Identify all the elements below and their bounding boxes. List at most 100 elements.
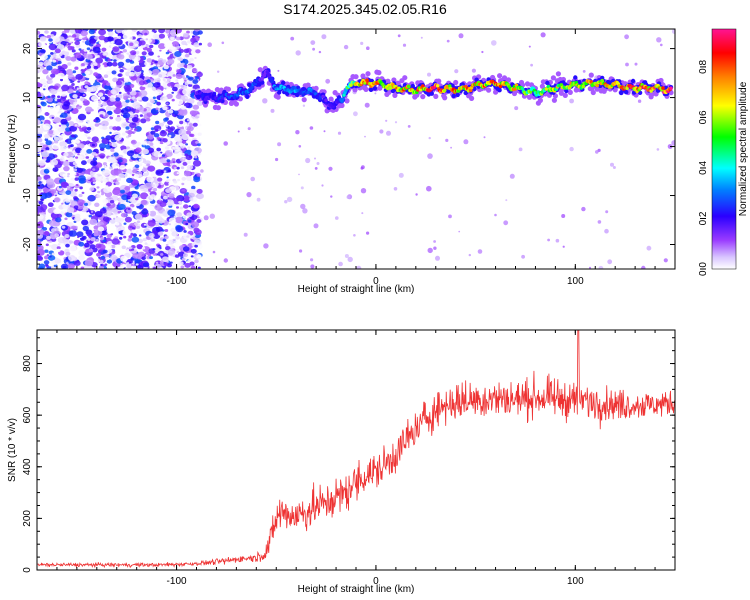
noise-speck <box>48 220 57 227</box>
ridge-point <box>497 73 503 79</box>
noise-speck <box>63 165 70 172</box>
noise-speck <box>194 155 198 159</box>
ridge-point <box>365 78 369 82</box>
noise-speck <box>73 260 81 267</box>
noise-speck <box>509 173 515 179</box>
noise-speck <box>75 73 83 80</box>
noise-speck <box>471 68 476 73</box>
noise-speck <box>171 231 179 237</box>
noise-speck <box>37 153 40 156</box>
noise-speck <box>81 235 87 240</box>
noise-speck <box>78 175 86 182</box>
noise-speck <box>514 106 519 111</box>
noise-speck <box>163 170 167 173</box>
ridge-point <box>365 71 371 77</box>
noise-speck <box>192 68 197 72</box>
noise-speck <box>86 86 94 93</box>
noise-speck <box>134 109 140 114</box>
ridge-point <box>595 83 599 88</box>
noise-speck <box>157 231 164 236</box>
noise-speck <box>159 158 166 164</box>
noise-speck <box>184 81 189 86</box>
noise-speck <box>51 36 60 43</box>
noise-speck <box>188 192 195 199</box>
noise-speck <box>155 226 163 233</box>
noise-speck <box>196 254 202 259</box>
ridge-point <box>342 93 346 97</box>
noise-speck <box>300 186 304 190</box>
noise-speck <box>82 40 85 43</box>
noise-speck <box>129 71 135 77</box>
noise-speck <box>136 96 142 101</box>
noise-speck <box>192 48 196 51</box>
noise-speck <box>137 255 142 260</box>
ridge-point <box>218 98 223 103</box>
noise-speck <box>109 131 112 134</box>
noise-speck <box>547 238 550 242</box>
noise-speck <box>186 164 193 170</box>
noise-speck <box>47 79 53 84</box>
noise-speck <box>146 112 153 117</box>
noise-speck <box>398 172 404 178</box>
noise-speck <box>133 173 140 179</box>
ridge-point <box>245 94 250 100</box>
noise-speck <box>96 194 101 198</box>
noise-speck <box>41 136 45 140</box>
ridge-point <box>353 74 359 80</box>
noise-speck <box>101 169 110 176</box>
noise-speck <box>123 123 127 127</box>
noise-speck <box>139 114 143 117</box>
noise-speck <box>86 47 91 51</box>
noise-speck <box>193 176 201 183</box>
colorbar-tick-label: 0.2 <box>698 211 709 225</box>
noise-speck <box>128 261 132 264</box>
noise-speck <box>491 40 497 46</box>
noise-speck <box>161 77 168 83</box>
ridge-point <box>269 77 274 81</box>
noise-speck <box>134 43 139 47</box>
noise-speck <box>256 197 261 202</box>
noise-speck <box>111 238 120 245</box>
colorbar-tick-label: 0.6 <box>698 110 709 124</box>
noise-speck <box>656 148 660 151</box>
noise-speck <box>41 184 44 187</box>
noise-speck <box>60 96 66 101</box>
noise-speck <box>330 195 333 198</box>
noise-speck <box>637 99 642 103</box>
noise-speck <box>353 111 358 117</box>
noise-speck <box>154 60 158 64</box>
colorbar-tick-label: 0.4 <box>698 161 709 175</box>
noise-speck <box>39 36 47 42</box>
noise-speck <box>93 258 100 263</box>
noise-speck <box>37 256 43 261</box>
noise-speck <box>111 70 117 75</box>
noise-speck <box>177 178 181 182</box>
noise-speck <box>86 176 91 180</box>
noise-speck <box>118 203 126 210</box>
noise-speck <box>90 237 96 242</box>
noise-speck <box>122 33 131 40</box>
noise-speck <box>113 100 122 107</box>
noise-speck <box>63 152 69 157</box>
noise-speck <box>79 186 83 190</box>
noise-speck <box>38 160 46 166</box>
noise-speck <box>42 69 49 75</box>
noise-speck <box>174 254 180 258</box>
noise-speck <box>337 131 342 135</box>
noise-speck <box>74 165 78 168</box>
noise-speck <box>130 232 134 236</box>
noise-speck <box>72 70 77 74</box>
noise-speck <box>108 87 113 91</box>
y-tick-label: 800 <box>22 355 33 372</box>
ridge-point <box>285 91 290 97</box>
noise-speck <box>46 254 50 257</box>
ridge-point <box>344 98 350 104</box>
noise-speck <box>446 39 450 43</box>
noise-speck <box>131 229 136 233</box>
noise-speck <box>78 249 86 256</box>
noise-speck <box>562 245 565 248</box>
noise-speck <box>119 236 123 240</box>
noise-speck <box>135 147 142 153</box>
noise-speck <box>98 265 105 269</box>
